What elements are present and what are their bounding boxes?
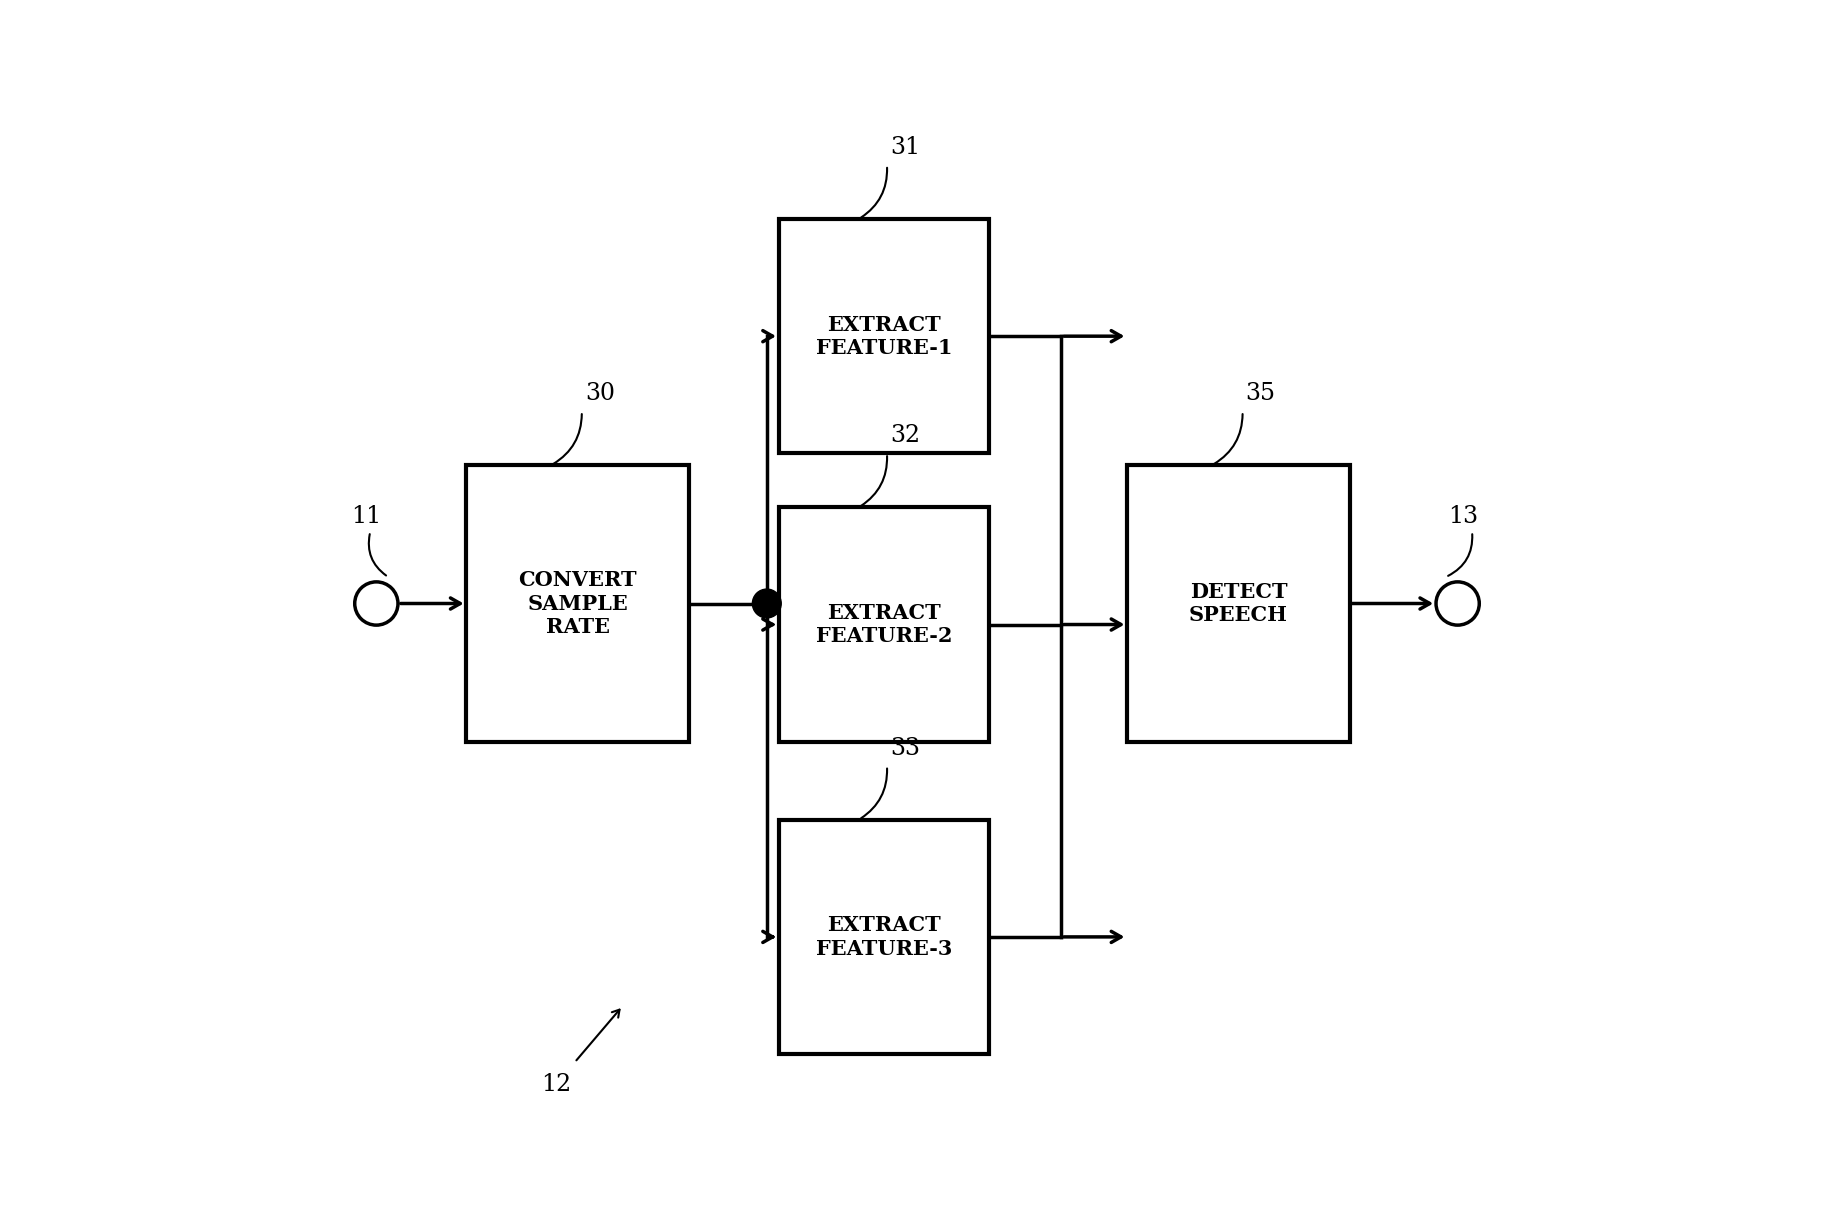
FancyBboxPatch shape <box>467 466 689 741</box>
Text: 30: 30 <box>585 383 615 406</box>
FancyBboxPatch shape <box>779 218 989 454</box>
FancyBboxPatch shape <box>779 820 989 1054</box>
Circle shape <box>753 589 781 618</box>
Text: 33: 33 <box>890 736 919 759</box>
Text: 31: 31 <box>890 136 919 159</box>
Text: 32: 32 <box>890 425 919 448</box>
Text: 12: 12 <box>541 1073 572 1096</box>
FancyBboxPatch shape <box>779 507 989 741</box>
Text: CONVERT
SAMPLE
RATE: CONVERT SAMPLE RATE <box>519 570 637 637</box>
Text: EXTRACT
FEATURE-2: EXTRACT FEATURE-2 <box>816 604 953 646</box>
FancyBboxPatch shape <box>1128 466 1349 741</box>
Text: 35: 35 <box>1246 383 1276 406</box>
Text: 13: 13 <box>1449 505 1479 527</box>
Text: EXTRACT
FEATURE-3: EXTRACT FEATURE-3 <box>816 915 953 958</box>
Text: DETECT
SPEECH: DETECT SPEECH <box>1189 582 1289 625</box>
Text: 11: 11 <box>351 505 382 527</box>
Text: EXTRACT
FEATURE-1: EXTRACT FEATURE-1 <box>816 315 953 357</box>
